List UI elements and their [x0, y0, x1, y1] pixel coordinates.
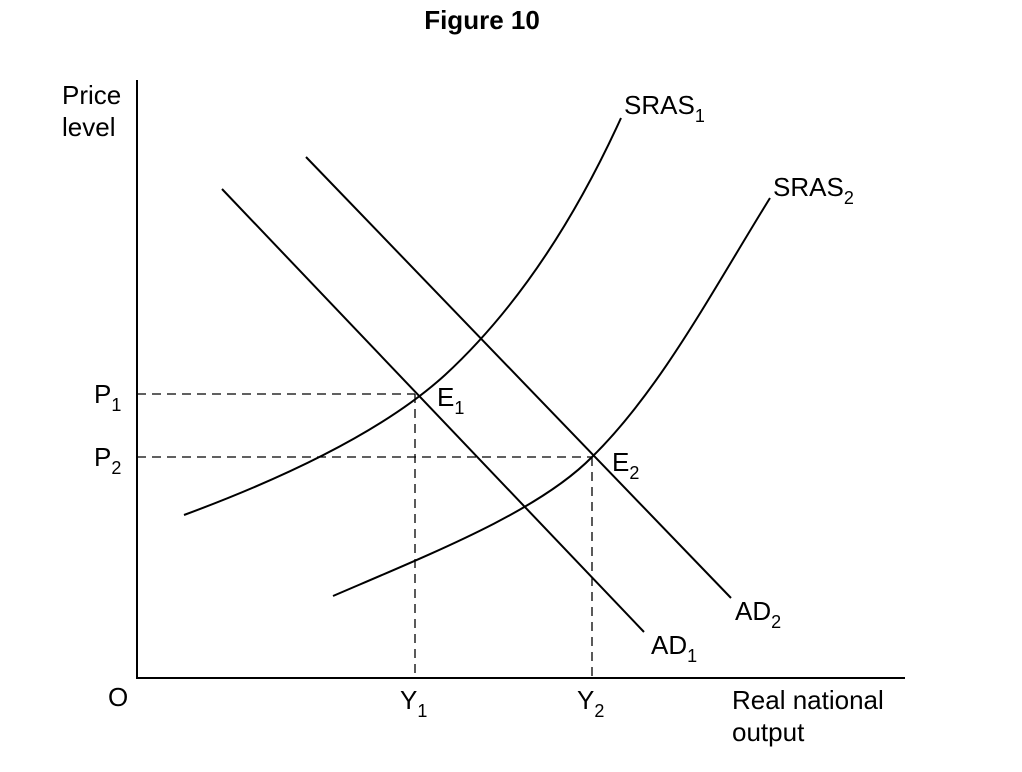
e2-label: E2	[612, 447, 639, 483]
y-axis-label-line2: level	[62, 112, 115, 142]
p1-label: P1	[94, 379, 121, 415]
origin-label: O	[108, 682, 128, 712]
sras2-curve	[332, 197, 771, 597]
x-axis-label-line1: Real national	[732, 685, 884, 715]
sras2-label: SRAS2	[773, 172, 854, 208]
ad2-label: AD2	[735, 596, 781, 632]
y-axis-label-line1: Price	[62, 80, 121, 110]
ad1-curve	[221, 188, 645, 633]
sras1-curve	[183, 117, 622, 516]
ad2-curve	[305, 156, 732, 599]
y2-label: Y2	[577, 685, 604, 721]
sras1-label: SRAS1	[624, 90, 705, 126]
p2-label: P2	[94, 442, 121, 478]
figure-title: Figure 10	[424, 5, 540, 35]
axes	[136, 80, 905, 679]
x-axis-label-line2: output	[732, 717, 805, 747]
y1-label: Y1	[400, 685, 427, 721]
e1-label: E1	[437, 382, 464, 418]
ad1-label: AD1	[651, 630, 697, 666]
